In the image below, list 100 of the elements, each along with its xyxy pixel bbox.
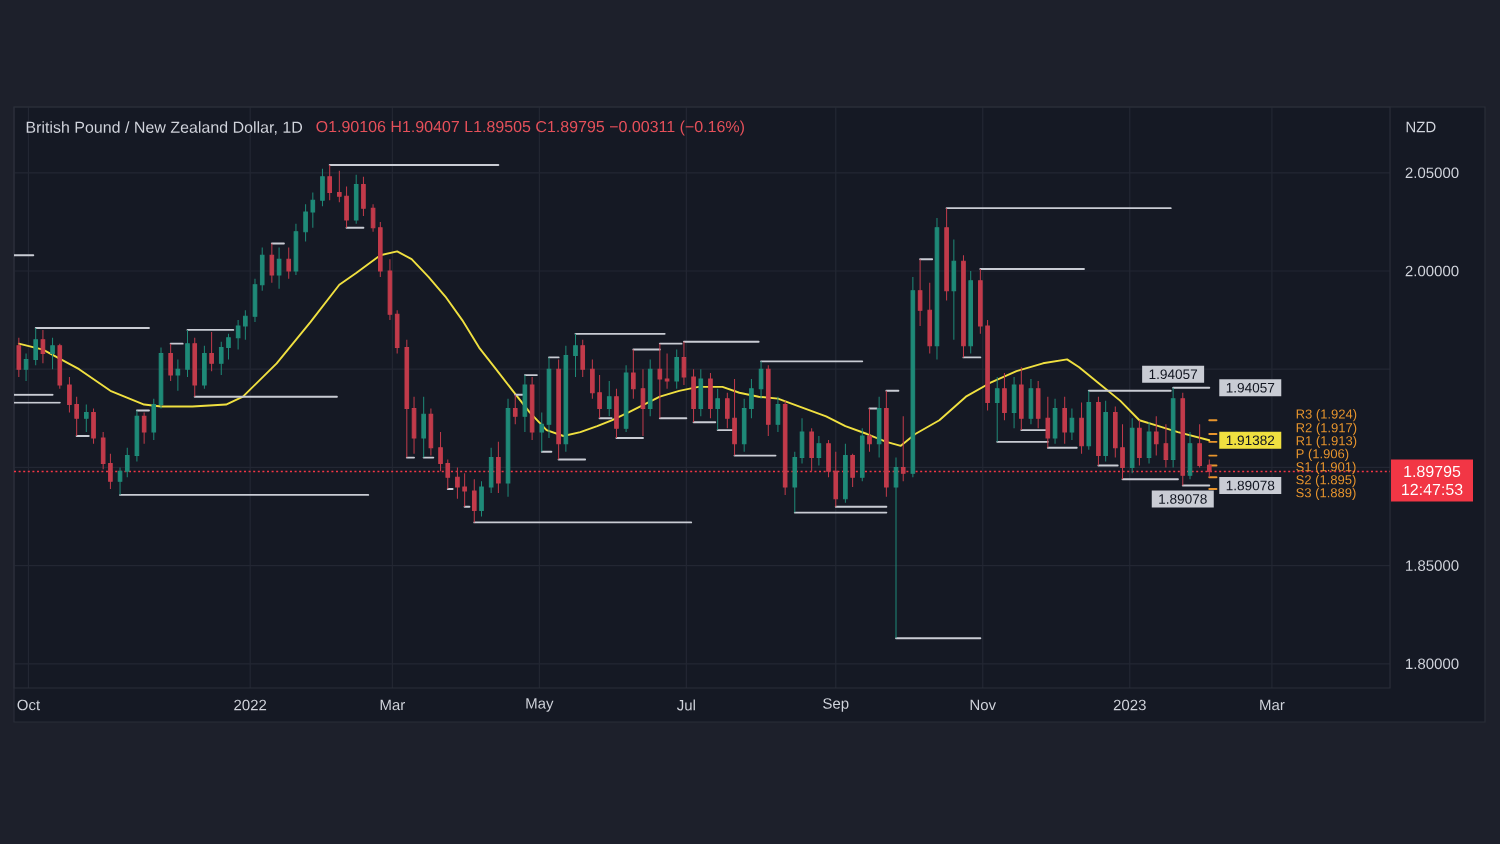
text: S2 (1.895)	[1296, 474, 1356, 487]
candlestick	[57, 343, 63, 390]
text: S3 (1.889)	[1296, 487, 1356, 500]
candlestick	[1112, 406, 1118, 459]
candlestick	[243, 309, 248, 341]
y-axis-title: NZD	[1406, 121, 1436, 133]
candlestick	[33, 327, 38, 366]
candlestick	[556, 358, 561, 461]
candlestick	[320, 168, 325, 207]
candlestick	[539, 411, 545, 453]
candlestick	[985, 319, 990, 411]
candlestick	[978, 268, 983, 335]
candlestick	[1045, 396, 1051, 449]
candlestick	[1052, 398, 1058, 445]
candlestick	[471, 478, 477, 523]
candlestick	[370, 203, 376, 233]
candlestick	[337, 170, 342, 203]
data-label: 1.91382	[1226, 435, 1275, 446]
candlestick	[640, 368, 646, 437]
data-label: 1.89078	[1159, 494, 1207, 504]
candlestick	[657, 343, 663, 419]
candlestick	[361, 176, 366, 217]
candlestick	[310, 191, 316, 229]
candlestick	[344, 186, 349, 229]
candlestick	[479, 480, 484, 518]
candlestick	[867, 407, 872, 453]
candlestick	[124, 447, 130, 478]
candlestick	[1129, 417, 1135, 474]
candlestick	[404, 339, 410, 459]
candlestick	[1028, 378, 1034, 425]
x-tick-label: Jul	[676, 699, 695, 711]
candlestick	[40, 329, 46, 364]
candlestick	[631, 349, 636, 400]
candlestick	[50, 337, 55, 370]
candlestick	[455, 466, 460, 500]
candlestick	[117, 466, 123, 496]
y-tick-label: 2.00000	[1405, 265, 1459, 277]
x-tick-label: Oct	[17, 699, 41, 711]
x-tick-label: Sep	[823, 698, 849, 712]
candlestick	[681, 341, 687, 386]
text: O1.90106 H1.90407 L1.89505 C1.89795 −0.00311 (−0.16%)	[316, 120, 744, 136]
candlestick	[590, 358, 595, 400]
candlestick	[293, 223, 299, 276]
x-tick-label: 2022	[234, 699, 267, 711]
candlestick	[1120, 423, 1125, 480]
candlestick	[1019, 366, 1024, 431]
candlestick	[782, 400, 788, 496]
candlestick	[276, 246, 282, 290]
candlestick	[286, 246, 292, 280]
candlestick	[327, 164, 332, 201]
candlestick	[708, 372, 713, 419]
candlestick	[445, 459, 451, 490]
candlestick	[202, 345, 207, 390]
candlestick	[893, 457, 899, 639]
candlestick	[16, 337, 22, 378]
candlestick	[438, 431, 443, 472]
candlestick	[108, 453, 113, 490]
x-tick-label: 2023	[1113, 699, 1146, 711]
candlestick	[749, 378, 754, 419]
x-tick-label: Nov	[970, 699, 997, 711]
candlestick	[1079, 402, 1084, 455]
candlestick	[792, 451, 798, 514]
candlestick	[1002, 372, 1007, 421]
candlestick	[664, 352, 670, 390]
candlestick	[512, 394, 518, 425]
text: P (1.906)	[1296, 448, 1349, 461]
candlestick	[83, 404, 89, 433]
candlestick	[994, 376, 1000, 443]
candlestick	[573, 333, 578, 378]
text: S1 (1.901)	[1296, 461, 1356, 474]
candlestick	[691, 368, 696, 423]
candlestick	[1035, 380, 1041, 429]
candlestick	[910, 276, 916, 478]
candlestick	[715, 388, 720, 431]
data-label: 1.94057	[1149, 369, 1198, 380]
candlestick	[1170, 387, 1176, 468]
candlestick	[421, 396, 426, 459]
candlestick	[927, 282, 933, 354]
candlestick	[218, 341, 224, 376]
candlestick	[226, 333, 231, 360]
candlestick	[1096, 396, 1101, 466]
candlestick	[1197, 423, 1202, 468]
candlestick	[1163, 423, 1169, 468]
candlestick	[394, 309, 400, 354]
candlestick	[674, 349, 680, 390]
candlestick	[428, 407, 434, 457]
candlestick	[387, 258, 393, 321]
candlestick	[488, 447, 494, 494]
candlestick	[259, 246, 265, 292]
y-tick-label: 2.05000	[1405, 167, 1459, 179]
x-tick-label: Mar	[380, 699, 405, 711]
candlestick	[876, 396, 882, 459]
candlestick	[91, 407, 96, 445]
data-label: 1.94057	[1226, 382, 1275, 393]
candlestick	[23, 352, 29, 382]
candlestick	[1062, 396, 1067, 445]
ref-line-label: 1.89795	[1404, 465, 1461, 478]
candlestick	[209, 331, 214, 372]
candlestick	[1103, 400, 1108, 463]
candlestick	[859, 427, 865, 482]
